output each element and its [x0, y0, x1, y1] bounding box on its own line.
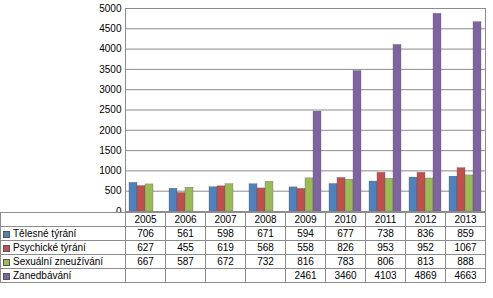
html-text:2013: 2013 — [454, 214, 477, 225]
html-text:558: 558 — [297, 242, 314, 253]
html-text:3460: 3460 — [334, 270, 357, 281]
html-text:455: 455 — [177, 242, 194, 253]
html-text:706: 706 — [137, 228, 154, 239]
html-text:1067: 1067 — [454, 242, 477, 253]
svg-text:1500: 1500 — [99, 145, 122, 156]
html-text:Sexuální zneužívání: Sexuální zneužívání — [13, 256, 104, 267]
html-text:568: 568 — [257, 242, 274, 253]
html-text:826: 826 — [337, 242, 354, 253]
html-text:816: 816 — [297, 256, 314, 267]
svg-text:4500: 4500 — [99, 23, 122, 34]
html-text:667: 667 — [137, 256, 154, 267]
html-text:Psychické týrání: Psychické týrání — [13, 242, 86, 253]
svg-text:3000: 3000 — [99, 84, 122, 95]
html-text:Tělesné týrání: Tělesné týrání — [13, 228, 77, 239]
svg-text:5000: 5000 — [99, 3, 122, 14]
html-text:806: 806 — [377, 256, 394, 267]
html-text:2011: 2011 — [374, 214, 397, 225]
html-text:594: 594 — [297, 228, 314, 239]
html-text:2005: 2005 — [134, 214, 157, 225]
html-text:2010: 2010 — [334, 214, 357, 225]
html-text:619: 619 — [217, 242, 234, 253]
html-text:4663: 4663 — [454, 270, 477, 281]
html-text:587: 587 — [177, 256, 194, 267]
html-text:671: 671 — [257, 228, 274, 239]
html-text:836: 836 — [417, 228, 434, 239]
svg-text:2000: 2000 — [99, 125, 122, 136]
html-text:859: 859 — [457, 228, 474, 239]
html-text:2008: 2008 — [254, 214, 277, 225]
html-text:888: 888 — [457, 256, 474, 267]
svg-text:0: 0 — [116, 206, 122, 212]
svg-text:500: 500 — [105, 185, 122, 196]
svg-text:2500: 2500 — [99, 104, 122, 115]
svg-text:4000: 4000 — [99, 43, 122, 54]
html-text:952: 952 — [417, 242, 434, 253]
html-text:4869: 4869 — [414, 270, 437, 281]
html-text:813: 813 — [417, 256, 434, 267]
html-text:2009: 2009 — [294, 214, 317, 225]
html-text:598: 598 — [217, 228, 234, 239]
html-text:2006: 2006 — [174, 214, 197, 225]
html-text:627: 627 — [137, 242, 154, 253]
html-text:2012: 2012 — [414, 214, 437, 225]
svg-text:1000: 1000 — [99, 165, 122, 176]
html-text:953: 953 — [377, 242, 394, 253]
html-text:677: 677 — [337, 228, 354, 239]
html-text:2461: 2461 — [294, 270, 317, 281]
html-text:732: 732 — [257, 256, 274, 267]
html-text:672: 672 — [217, 256, 234, 267]
html-text:783: 783 — [337, 256, 354, 267]
html-text:4103: 4103 — [374, 270, 397, 281]
html-text:738: 738 — [377, 228, 394, 239]
html-text:2007: 2007 — [214, 214, 237, 225]
html-text:Zanedbávání: Zanedbávání — [13, 270, 72, 281]
html-text:561: 561 — [177, 228, 194, 239]
svg-text:3500: 3500 — [99, 64, 122, 75]
